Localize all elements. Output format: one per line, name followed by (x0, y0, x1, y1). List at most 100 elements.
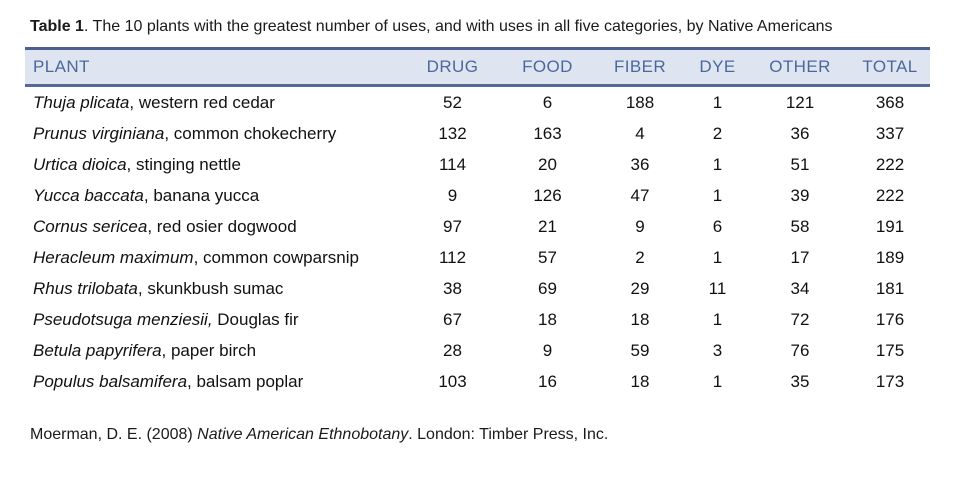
plant-common-name: , red osier dogwood (147, 216, 297, 236)
column-header-drug: DRUG (405, 47, 500, 87)
total-cell: 189 (875, 247, 905, 267)
food-cell: 163 (533, 123, 562, 143)
table-row: Yucca baccata, banana yucca 9 126 47 1 3… (25, 180, 930, 211)
drug-cell: 103 (438, 371, 467, 391)
fiber-cell: 59 (630, 340, 650, 360)
other-cell: 39 (790, 185, 810, 205)
plant-cell: Betula papyrifera, paper birch (25, 335, 405, 366)
plant-cell: Thuja plicata, western red cedar (25, 86, 405, 119)
total-cell: 173 (875, 371, 905, 391)
food-cell: 69 (538, 278, 557, 298)
fiber-cell: 18 (630, 309, 650, 329)
plant-cell: Heracleum maximum, common cowparsnip (25, 242, 405, 273)
source-citation-publisher: . London: Timber Press, Inc. (408, 426, 609, 443)
plant-common-name: , banana yucca (143, 185, 260, 205)
table-row: Prunus virginiana, common chokecherry 13… (25, 118, 930, 149)
source-citation: Moerman, D. E. (2008) Native American Et… (30, 425, 948, 445)
drug-cell: 28 (443, 340, 462, 360)
dye-cell: 6 (712, 216, 723, 236)
food-cell: 18 (538, 309, 557, 329)
plant-common-name: , balsam poplar (187, 371, 304, 391)
plant-scientific-name: Thuja plicata (33, 92, 130, 112)
other-cell: 36 (790, 123, 810, 143)
plant-common-name: , western red cedar (129, 92, 275, 112)
table-caption: Table 1. The 10 plants with the greatest… (30, 16, 948, 38)
plant-cell: Cornus sericea, red osier dogwood (25, 211, 405, 242)
plant-scientific-name: Heracleum maximum (33, 247, 194, 267)
plant-scientific-name: Cornus sericea (33, 216, 148, 236)
other-cell: 76 (790, 340, 810, 360)
drug-cell: 97 (443, 216, 462, 236)
column-header-fiber: FIBER (595, 47, 685, 87)
total-cell: 368 (875, 92, 905, 112)
other-cell: 121 (785, 92, 815, 112)
total-cell: 222 (875, 185, 905, 205)
drug-cell: 9 (447, 185, 458, 205)
plant-common-name: , skunkbush sumac (137, 278, 284, 298)
dye-cell: 11 (708, 278, 727, 298)
total-cell: 191 (875, 216, 905, 236)
fiber-cell: 36 (630, 154, 650, 174)
other-cell: 51 (790, 154, 810, 174)
table-caption-label: Table 1 (30, 18, 84, 35)
drug-cell: 132 (438, 123, 467, 143)
plant-cell: Urtica dioica, stinging nettle (25, 149, 405, 180)
fiber-cell: 9 (635, 216, 645, 236)
drug-cell: 67 (443, 309, 462, 329)
dye-cell: 1 (712, 154, 723, 174)
column-header-other: OTHER (750, 47, 850, 87)
plant-scientific-name: Prunus virginiana (33, 123, 165, 143)
drug-cell: 114 (438, 154, 467, 174)
total-cell: 337 (875, 123, 905, 143)
drug-cell: 112 (438, 247, 467, 267)
table-caption-text: . The 10 plants with the greatest number… (83, 18, 833, 35)
plant-common-name: , stinging nettle (126, 154, 241, 174)
dye-cell: 3 (712, 340, 723, 360)
column-header-dye: DYE (685, 47, 750, 87)
dye-cell: 2 (712, 123, 723, 143)
total-cell: 222 (875, 154, 905, 174)
plant-scientific-name: Pseudotsuga menziesii, (33, 309, 213, 329)
table-row: Rhus trilobata, skunkbush sumac 38 69 29… (25, 273, 930, 304)
column-header-total: TOTAL (850, 47, 930, 87)
plant-scientific-name: Betula papyrifera (33, 340, 162, 360)
table-row: Heracleum maximum, common cowparsnip 112… (25, 242, 930, 273)
other-cell: 72 (790, 309, 810, 329)
plant-cell: Populus balsamifera, balsam poplar (25, 366, 405, 397)
dye-cell: 1 (712, 371, 723, 391)
total-cell: 181 (875, 278, 905, 298)
dye-cell: 1 (712, 247, 723, 267)
table-row: Betula papyrifera, paper birch 28 9 59 3… (25, 335, 930, 366)
dye-cell: 1 (712, 92, 723, 112)
food-cell: 16 (538, 371, 557, 391)
plants-uses-table: PLANT DRUG FOOD FIBER DYE OTHER TOTAL Th… (25, 47, 930, 397)
total-cell: 176 (875, 309, 905, 329)
food-cell: 6 (542, 92, 553, 112)
other-cell: 17 (790, 247, 810, 267)
drug-cell: 52 (443, 92, 462, 112)
other-cell: 58 (790, 216, 810, 236)
plant-scientific-name: Populus balsamifera (33, 371, 188, 391)
fiber-cell: 18 (630, 371, 650, 391)
other-cell: 34 (790, 278, 810, 298)
plant-scientific-name: Yucca baccata (33, 185, 144, 205)
plant-cell: Yucca baccata, banana yucca (25, 180, 405, 211)
food-cell: 21 (538, 216, 557, 236)
fiber-cell: 188 (625, 92, 655, 112)
table-row: Urtica dioica, stinging nettle 114 20 36… (25, 149, 930, 180)
other-cell: 35 (790, 371, 810, 391)
source-citation-author: Moerman, D. E. (2008) (30, 426, 198, 443)
plant-scientific-name: Urtica dioica (33, 154, 127, 174)
plant-common-name: , common cowparsnip (193, 247, 359, 267)
table-row: Pseudotsuga menziesii, Douglas fir 67 18… (25, 304, 930, 335)
plant-cell: Rhus trilobata, skunkbush sumac (25, 273, 405, 304)
column-header-plant: PLANT (25, 47, 405, 87)
column-header-food: FOOD (500, 47, 595, 87)
food-cell: 9 (542, 340, 553, 360)
source-citation-book-title: Native American Ethnobotany (197, 426, 409, 443)
fiber-cell: 4 (635, 123, 645, 143)
plant-scientific-name: Rhus trilobata (33, 278, 138, 298)
food-cell: 57 (538, 247, 557, 267)
plant-common-name: , paper birch (161, 340, 257, 360)
fiber-cell: 2 (635, 247, 645, 267)
